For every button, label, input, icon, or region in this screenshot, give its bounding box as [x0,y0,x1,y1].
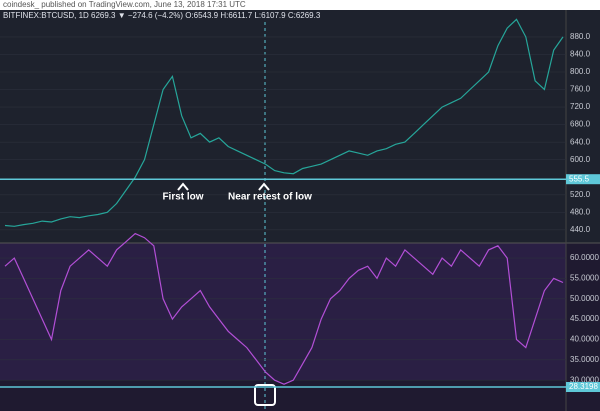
y-tick-label: 40.0000 [570,335,599,344]
rsi-band [0,243,566,380]
header: coindesk_ published on TradingView.com, … [3,0,246,9]
level-tag [566,382,600,393]
price-panel [0,10,600,243]
y-tick-label: 640.0 [570,137,591,146]
y-tick-label: 840.0 [570,50,591,59]
y-tick-label: 30.0000 [570,375,599,384]
highlight-box [254,384,276,406]
symbol-line: BITFINEX:BTCUSD, 1D 6269.3 ▼ −274.6 (−4.… [3,11,321,20]
y-tick-label: 440.0 [570,225,591,234]
y-tick-label: 800.0 [570,67,591,76]
y-tick-label: 50.0000 [570,294,599,303]
y-tick-label: 35.0000 [570,355,599,364]
y-tick-label: 680.0 [570,120,591,129]
y-tick-label: 600.0 [570,155,591,164]
arrow [258,182,270,191]
level-label: 555.5 [569,174,590,183]
y-tick-label: 520.0 [570,190,591,199]
y-tick-label: 480.0 [570,207,591,216]
level-label: 28.3198 [569,382,598,391]
y-tick-label: 880.0 [570,32,591,41]
arrow [177,182,189,191]
series-line [4,232,564,385]
header-bar [0,0,600,10]
series-line [4,18,564,227]
annotation: Near retest of low [228,192,312,203]
y-tick-label: 720.0 [570,102,591,111]
y-tick-label: 45.0000 [570,314,599,323]
level-tag [566,174,600,185]
y-tick-label: 60.0000 [570,253,599,262]
y-tick-label: 55.0000 [570,274,599,283]
y-tick-label: 760.0 [570,85,591,94]
annotation: First low [162,192,203,203]
